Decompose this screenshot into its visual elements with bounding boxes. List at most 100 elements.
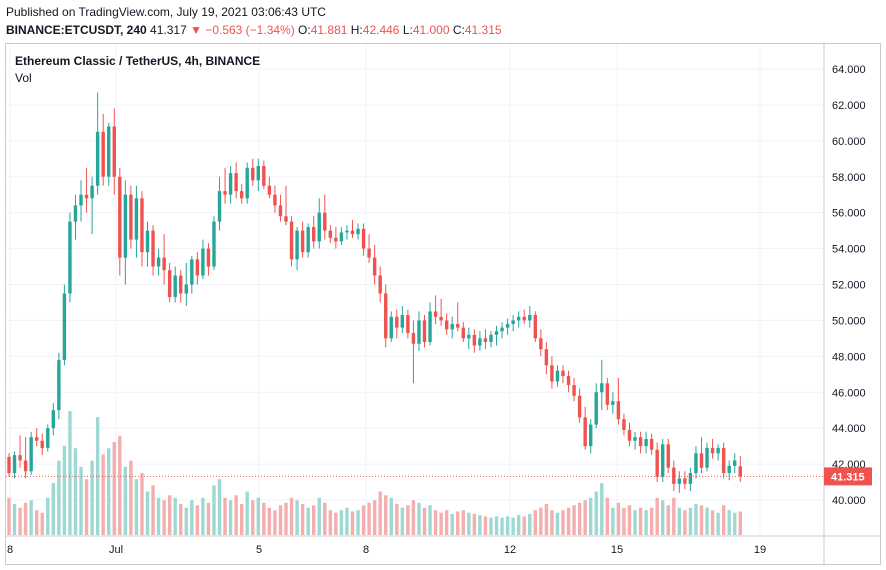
candle-body [339, 232, 344, 242]
candle-body [73, 205, 78, 222]
volume-bar [395, 504, 399, 535]
y-tick-label: 54.000 [832, 244, 866, 256]
candle-body [433, 311, 438, 317]
volume-bar [738, 511, 742, 535]
volume-bar [456, 511, 460, 535]
volume-bar [251, 500, 255, 535]
volume-bar [733, 512, 737, 535]
candle-body [162, 257, 166, 271]
volume-bar [600, 482, 604, 535]
volume-bar [577, 502, 582, 535]
candle-body [356, 228, 360, 235]
volume-bar [51, 482, 56, 535]
volume-bar [483, 516, 488, 535]
volume-bar [605, 497, 610, 535]
candle-body [12, 455, 17, 474]
candle-body [300, 230, 305, 253]
y-tick-label: 44.000 [832, 423, 866, 435]
volume-bar [677, 507, 682, 535]
x-tick-label: 5 [256, 544, 262, 556]
candle-body [184, 284, 188, 294]
volume-bar [156, 497, 161, 535]
volume-bar [278, 505, 283, 535]
volume-bar [40, 512, 44, 535]
candle-body [62, 293, 67, 360]
candle-body [400, 315, 405, 328]
volume-bar [112, 442, 116, 535]
volume-bar [672, 497, 676, 535]
volume-bar [422, 507, 427, 535]
volume-bar [616, 502, 621, 535]
volume-bar [262, 502, 266, 535]
volume-bar [611, 507, 615, 535]
candle-body [267, 185, 272, 195]
volume-bar [528, 513, 532, 535]
volume-bar [627, 505, 632, 535]
volume-bar [300, 504, 305, 535]
candle-body [129, 194, 133, 240]
volume-bar [511, 517, 515, 535]
volume-bar [323, 502, 327, 535]
volume-bar [328, 510, 333, 535]
candle-body [251, 167, 255, 181]
candle-body [683, 478, 687, 484]
candle-body [561, 370, 565, 377]
volume-bar [134, 479, 139, 535]
last-price-badge [824, 467, 872, 486]
candle-body [472, 334, 477, 346]
candle-body [467, 334, 471, 339]
candle-body [566, 376, 571, 386]
volume-bar [561, 510, 565, 535]
candle-body [522, 316, 526, 321]
volume-bar [661, 500, 665, 535]
candle-body [677, 478, 682, 484]
volume-bar [516, 515, 521, 535]
volume-bar [444, 510, 449, 535]
volume-bar [312, 505, 316, 535]
volume-bar [95, 417, 100, 535]
candle-body [644, 438, 648, 447]
volume-bar [411, 500, 416, 535]
ohlc-open-label: O: [298, 23, 311, 37]
candle-body [328, 230, 333, 238]
volume-bar [533, 510, 537, 535]
candle-body [688, 473, 693, 484]
candle-body [378, 275, 382, 294]
candle-body [217, 191, 222, 222]
volume-bar [345, 507, 349, 535]
volume-bar [633, 510, 637, 535]
volume-bar [710, 510, 715, 535]
price-change: ▼ −0.563 (−1.34%) [190, 23, 295, 37]
candle-body [306, 227, 310, 253]
candle-body [239, 191, 244, 199]
candle-body [7, 456, 11, 474]
candle-body [494, 331, 499, 335]
candle-body [57, 359, 61, 411]
volume-bar [107, 448, 111, 535]
volume-bar [589, 497, 593, 535]
candle-body [23, 460, 28, 472]
volume-bar [439, 512, 443, 535]
candle-body [716, 447, 720, 454]
legend-title: Ethereum Classic / TetherUS, 4h, BINANCE [15, 54, 261, 68]
symbol-name: BINANCE:ETCUSDT, 240 [6, 23, 147, 37]
candle-body [605, 383, 610, 405]
candle-body [256, 165, 260, 181]
candle-body [428, 311, 432, 342]
chart-header: Published on TradingView.com, July 19, 2… [0, 0, 886, 42]
candle-body [555, 370, 560, 382]
volume-bar [522, 516, 526, 535]
candle-body [123, 194, 128, 258]
volume-bar [450, 513, 454, 535]
candle-body [727, 465, 731, 474]
volume-bar [256, 497, 260, 535]
volume-bar [118, 435, 122, 535]
volume-bar [206, 502, 211, 535]
legend-volume: Vol [15, 71, 32, 85]
candle-body [273, 194, 277, 206]
volume-bar [57, 460, 61, 535]
volume-bar [129, 460, 133, 535]
candle-body [29, 437, 33, 472]
volume-bar [649, 507, 654, 535]
